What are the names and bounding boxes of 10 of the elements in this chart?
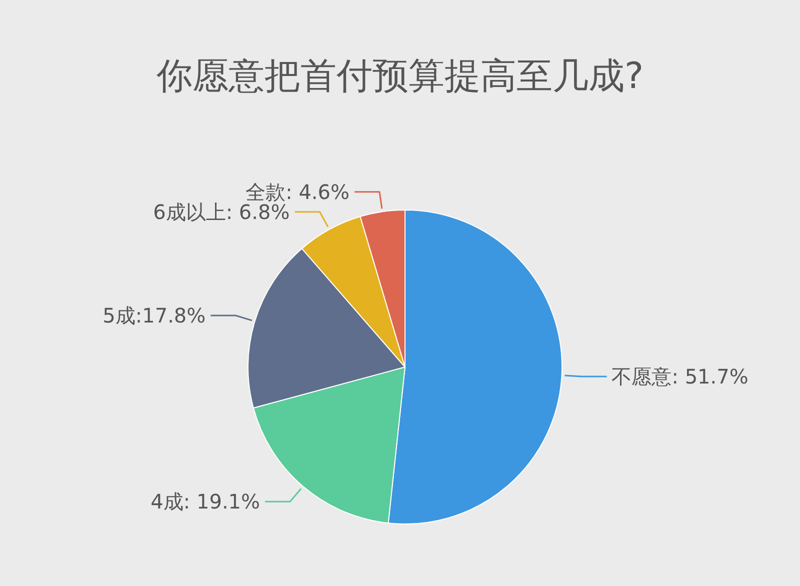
- data-label: : 4.6%: [286, 180, 350, 204]
- slice-label: 5成: [102, 303, 136, 328]
- slice-label: 6成以上: [153, 200, 226, 224]
- slice-label: 4成: [150, 490, 184, 514]
- chart-title: 你愿意把首付预算提高至几成?: [155, 56, 644, 97]
- slice-label: 全款: [246, 180, 286, 204]
- slice-label: 不愿意: [612, 364, 672, 388]
- data-label: :17.8%: [135, 303, 206, 328]
- data-label: : 19.1%: [183, 490, 260, 514]
- data-label: : 51.7%: [672, 364, 748, 388]
